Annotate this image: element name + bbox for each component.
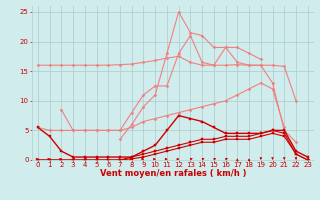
X-axis label: Vent moyen/en rafales ( km/h ): Vent moyen/en rafales ( km/h ) [100,169,246,178]
